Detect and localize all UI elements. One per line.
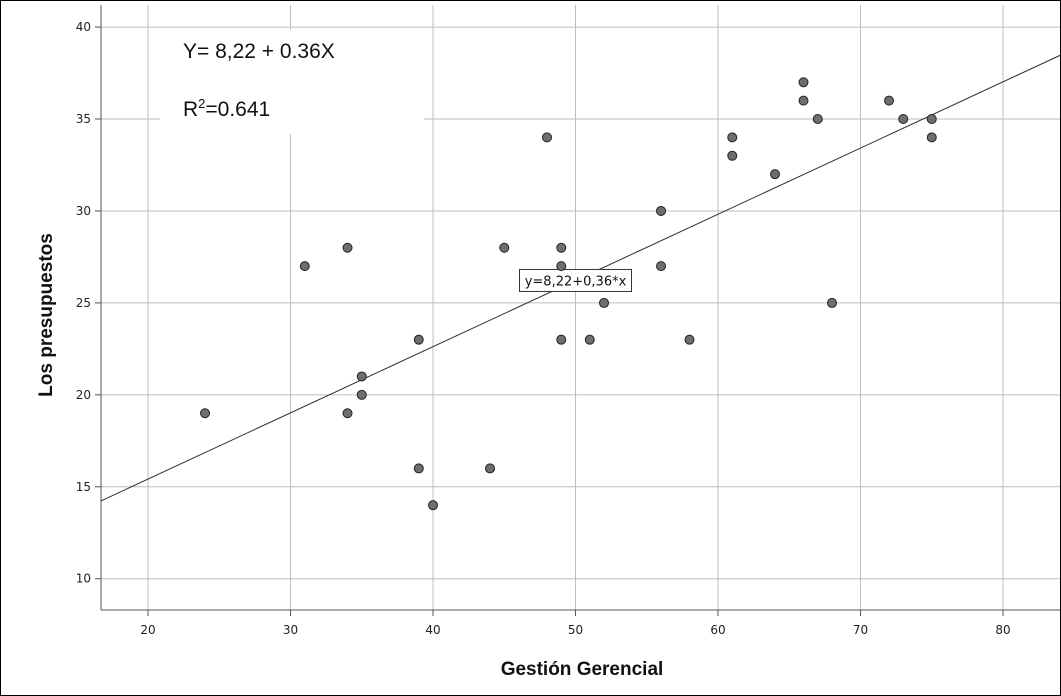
x-tick-label: 80: [995, 623, 1010, 637]
x-tick-label: 60: [710, 623, 725, 637]
data-point: [600, 298, 609, 307]
data-point: [357, 372, 366, 381]
x-tick-label: 20: [140, 623, 155, 637]
y-tick-label: 10: [76, 572, 91, 586]
data-point: [728, 151, 737, 160]
y-tick-label: 30: [76, 204, 91, 218]
data-point: [813, 115, 822, 124]
data-point: [343, 243, 352, 252]
data-point: [429, 501, 438, 510]
data-point: [300, 262, 309, 271]
data-point: [500, 243, 509, 252]
y-tick-label: 25: [76, 296, 91, 310]
y-tick-label: 35: [76, 112, 91, 126]
data-point: [927, 133, 936, 142]
x-axis-title: Gestión Gerencial: [501, 659, 664, 680]
data-point: [728, 133, 737, 142]
data-point: [343, 409, 352, 418]
x-tick-label: 30: [283, 623, 298, 637]
x-tick-label: 50: [568, 623, 583, 637]
data-point: [771, 170, 780, 179]
y-tick-label: 15: [76, 480, 91, 494]
annotation-equation: Y= 8,22 + 0.36X: [183, 40, 335, 63]
annotation-r2-value: =0.641: [205, 98, 270, 121]
data-point: [585, 335, 594, 344]
data-point: [685, 335, 694, 344]
annotation-r2: R2=0.641: [183, 96, 270, 121]
data-points: [201, 78, 937, 510]
y-tick-label: 40: [76, 20, 91, 34]
data-point: [927, 115, 936, 124]
data-point: [201, 409, 210, 418]
data-point: [885, 96, 894, 105]
annotation-r2-prefix: R: [183, 98, 198, 121]
data-point: [557, 262, 566, 271]
y-axis-title: Los presupuestos: [36, 233, 57, 397]
y-tick-label: 20: [76, 388, 91, 402]
data-point: [899, 115, 908, 124]
data-point: [799, 78, 808, 87]
data-point: [799, 96, 808, 105]
x-tick-label: 40: [425, 623, 440, 637]
data-point: [486, 464, 495, 473]
x-tick-label: 70: [853, 623, 868, 637]
data-point: [657, 206, 666, 215]
y-tick-labels: 10 15 20 25 30 35 40: [76, 20, 91, 586]
data-point: [557, 335, 566, 344]
x-tick-labels: 20 30 40 50 60 70 80: [140, 623, 1010, 637]
data-point: [657, 262, 666, 271]
data-point: [414, 335, 423, 344]
data-point: [557, 243, 566, 252]
data-point: [357, 390, 366, 399]
data-point: [828, 298, 837, 307]
fit-line-label: y=8,22+0,36*x: [525, 274, 627, 289]
annotation-r2-sup: 2: [198, 96, 205, 111]
data-point: [543, 133, 552, 142]
data-point: [414, 464, 423, 473]
